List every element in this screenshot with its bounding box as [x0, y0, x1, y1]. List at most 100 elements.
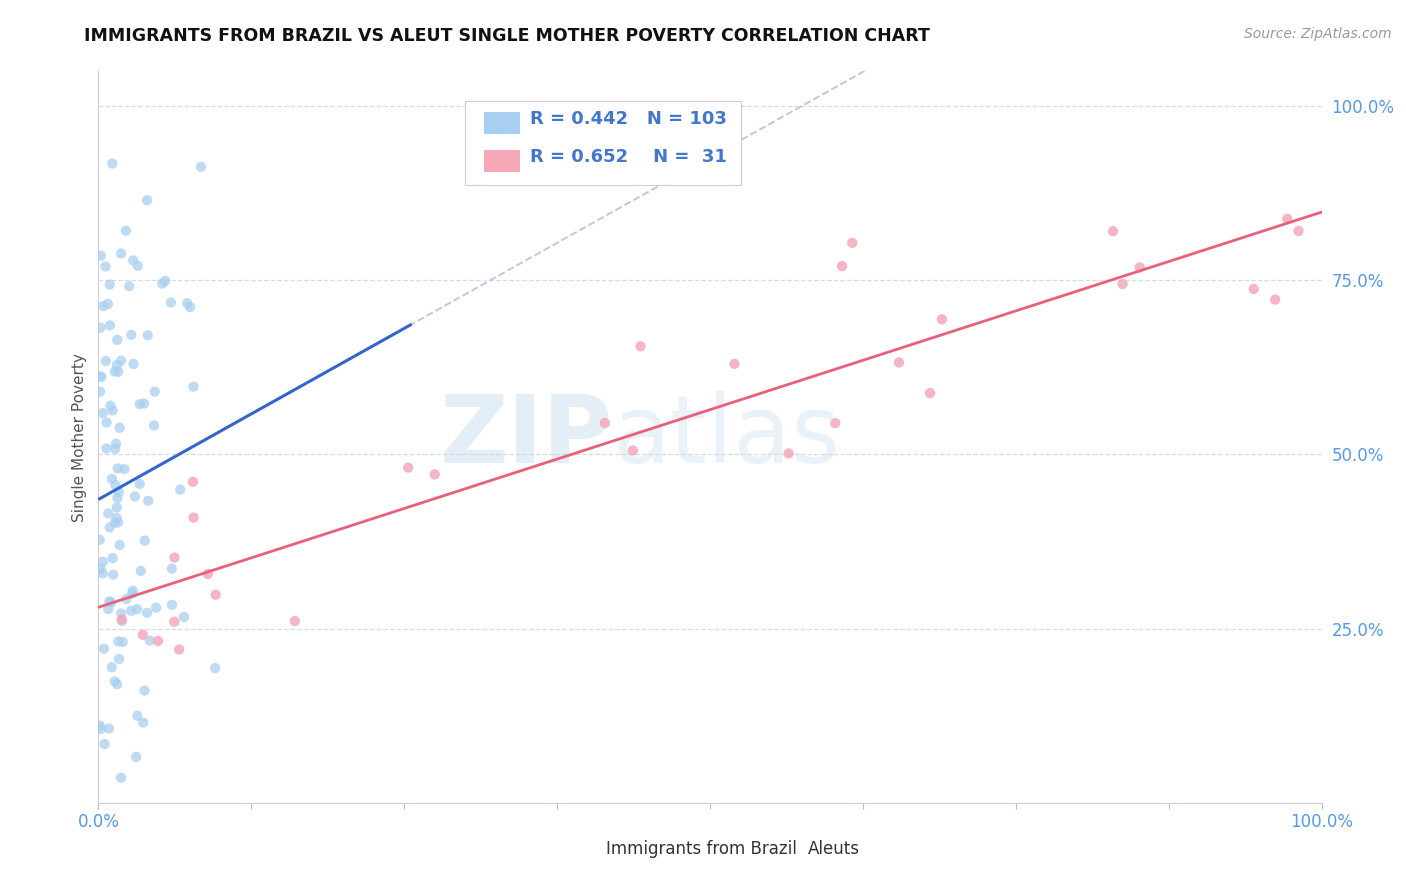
Point — [101, 403, 124, 417]
FancyBboxPatch shape — [484, 112, 520, 134]
Point — [108, 652, 131, 666]
Point — [167, 642, 190, 657]
Point — [90, 249, 112, 263]
Point — [831, 259, 853, 273]
Point — [90, 370, 112, 384]
Point — [841, 235, 863, 250]
Point — [127, 259, 149, 273]
Point — [108, 421, 131, 435]
Point — [105, 677, 128, 691]
Point — [136, 606, 159, 620]
FancyBboxPatch shape — [465, 101, 741, 185]
Point — [97, 722, 120, 736]
Point — [107, 365, 129, 379]
Point — [1277, 211, 1299, 226]
Point — [128, 397, 150, 411]
Point — [778, 446, 800, 460]
Point — [104, 674, 127, 689]
Point — [91, 566, 114, 581]
Point — [1129, 260, 1152, 275]
Point — [98, 318, 121, 333]
Point — [143, 418, 166, 433]
Point — [121, 583, 143, 598]
Point — [104, 478, 127, 492]
Point — [169, 483, 191, 497]
Point — [97, 602, 120, 616]
Point — [183, 510, 205, 524]
Point — [105, 333, 128, 347]
Point — [918, 386, 941, 401]
Point — [134, 533, 156, 548]
Point — [115, 591, 138, 606]
Point — [124, 490, 146, 504]
Point — [136, 493, 159, 508]
Point — [204, 588, 226, 602]
Point — [98, 277, 121, 292]
Point — [110, 607, 132, 621]
Point — [96, 416, 118, 430]
Point — [104, 364, 127, 378]
Point — [97, 507, 120, 521]
Point — [100, 595, 122, 609]
Point — [91, 299, 114, 313]
Point — [94, 260, 117, 274]
Point — [89, 384, 111, 399]
Point — [101, 551, 124, 566]
Point — [173, 610, 195, 624]
Text: Immigrants from Brazil: Immigrants from Brazil — [606, 840, 797, 858]
Point — [122, 253, 145, 268]
Point — [887, 355, 910, 369]
Point — [105, 358, 128, 372]
Point — [127, 708, 149, 723]
Point — [136, 194, 159, 208]
Point — [723, 357, 745, 371]
FancyBboxPatch shape — [484, 150, 520, 171]
Point — [183, 380, 205, 394]
Point — [108, 538, 131, 552]
Point — [104, 442, 127, 456]
Point — [112, 462, 135, 476]
Point — [101, 472, 124, 486]
Point — [150, 277, 173, 291]
Point — [136, 328, 159, 343]
Text: Source: ZipAtlas.com: Source: ZipAtlas.com — [1244, 27, 1392, 41]
Point — [621, 443, 644, 458]
Point — [1264, 293, 1286, 307]
Point — [163, 615, 186, 629]
Point — [105, 500, 128, 515]
Point — [134, 683, 156, 698]
Point — [160, 561, 183, 575]
Point — [118, 279, 141, 293]
Point — [181, 475, 204, 489]
Point — [89, 320, 111, 334]
Point — [89, 369, 111, 384]
Point — [91, 406, 114, 420]
Text: R = 0.442   N = 103: R = 0.442 N = 103 — [530, 110, 727, 128]
Point — [176, 296, 198, 310]
Point — [121, 586, 143, 600]
Point — [190, 160, 212, 174]
Point — [110, 353, 132, 368]
Point — [145, 600, 167, 615]
Point — [115, 224, 138, 238]
Point — [160, 295, 183, 310]
Point — [128, 476, 150, 491]
Text: ZIP: ZIP — [439, 391, 612, 483]
Point — [284, 614, 307, 628]
Point — [89, 533, 111, 547]
Point — [91, 555, 114, 569]
Point — [104, 516, 127, 530]
Point — [146, 634, 169, 648]
FancyBboxPatch shape — [564, 845, 598, 865]
Point — [101, 567, 124, 582]
Point — [110, 246, 132, 260]
Point — [120, 327, 142, 342]
Point — [824, 416, 846, 430]
Point — [93, 737, 115, 751]
Point — [143, 384, 166, 399]
Point — [111, 614, 134, 628]
Point — [1288, 224, 1310, 238]
Point — [163, 550, 186, 565]
Point — [125, 750, 148, 764]
Point — [204, 661, 226, 675]
